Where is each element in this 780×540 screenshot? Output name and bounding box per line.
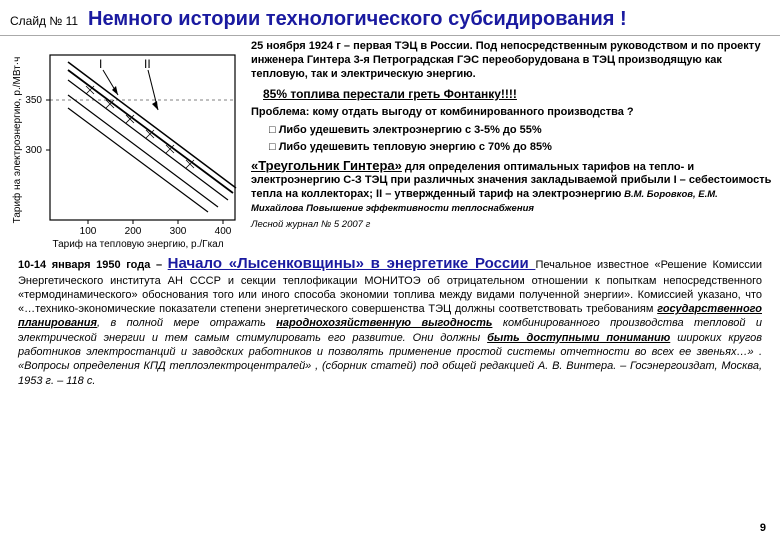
ref-journal: Лесной журнал № 5 2007 г [251,220,772,230]
roman-1: I [99,57,102,71]
highlight-85: 85% топлива перестали греть Фонтанку!!!! [263,87,772,102]
ytick: 300 [25,145,42,156]
lysenko-headline: Начало «Лысенковщины» в энергетике Росси… [168,255,536,272]
slide-header: Слайд № 11 Немного истории технологическ… [0,0,780,36]
chart-xlabel: Тариф на тепловую энергию, р./Гкал [52,238,223,250]
underline2: народнохозяйственную выгодность [276,317,492,329]
chart-ylabel: Тариф на электроэнергию, р./МВт·ч [11,57,23,224]
triangle-title: «Треугольник Гинтера» [251,158,402,173]
xtick: 100 [80,226,97,237]
top-section: 350 300 100 200 300 400 Тариф на электро… [0,36,780,250]
chart-svg: 350 300 100 200 300 400 Тариф на электро… [8,40,243,250]
xtick: 400 [215,226,232,237]
slide-number-label: Слайд № 11 [10,14,78,28]
problem-label: Проблема: [251,106,309,118]
bullet-1: □ Либо удешевить электроэнергию с 3-5% д… [269,124,772,138]
problem-text: кому отдать выгоду от комбинированного п… [309,106,633,118]
lower-mid: , в полной мере отражать [97,317,276,329]
lysenko-date: 10-14 января 1950 года – [18,259,168,271]
triangle-paragraph: «Треугольник Гинтера» для определения оп… [251,158,772,216]
lower-section: 10-14 января 1950 года – Начало «Лысенко… [0,250,780,388]
problem-line: Проблема: кому отдать выгоду от комбинир… [251,106,772,120]
underline3: быть доступными пониманию [487,332,670,344]
xtick: 200 [125,226,142,237]
right-text-block: 25 ноября 1924 г – первая ТЭЦ в России. … [251,40,772,250]
page-number: 9 [760,522,766,534]
xtick: 300 [170,226,187,237]
slide-title: Немного истории технологического субсиди… [88,8,627,31]
roman-2: II [144,57,151,71]
ginter-triangle-chart: 350 300 100 200 300 400 Тариф на электро… [8,40,243,250]
bullet-2: □ Либо удешевить тепловую энергию с 70% … [269,141,772,155]
ytick: 350 [25,95,42,106]
intro-paragraph: 25 ноября 1924 г – первая ТЭЦ в России. … [251,40,772,81]
